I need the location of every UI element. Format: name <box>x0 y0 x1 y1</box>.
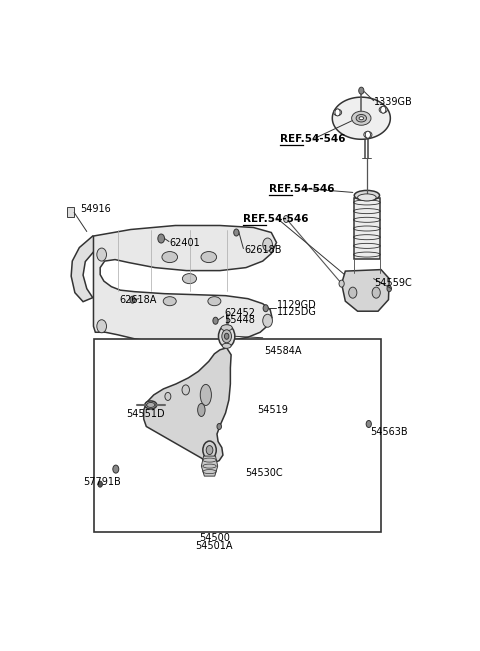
Circle shape <box>158 234 165 243</box>
Ellipse shape <box>147 402 155 408</box>
Text: 54916: 54916 <box>81 204 111 214</box>
Ellipse shape <box>356 115 367 122</box>
Polygon shape <box>94 225 276 344</box>
Ellipse shape <box>343 104 380 132</box>
Text: 1125DG: 1125DG <box>276 307 316 317</box>
Ellipse shape <box>364 132 372 138</box>
Ellipse shape <box>346 107 377 129</box>
Ellipse shape <box>145 401 156 409</box>
Circle shape <box>339 280 344 287</box>
Ellipse shape <box>201 251 216 262</box>
Circle shape <box>97 248 107 261</box>
Ellipse shape <box>221 325 232 331</box>
Bar <box>67 208 74 217</box>
Text: 62401: 62401 <box>170 238 201 247</box>
Ellipse shape <box>208 297 221 306</box>
Ellipse shape <box>359 117 363 120</box>
Text: 55448: 55448 <box>225 314 255 325</box>
Text: REF.54-546: REF.54-546 <box>243 214 309 225</box>
Circle shape <box>359 87 364 94</box>
Polygon shape <box>71 236 99 301</box>
Ellipse shape <box>354 190 380 201</box>
Circle shape <box>387 286 392 292</box>
Text: 54563B: 54563B <box>371 426 408 437</box>
Polygon shape <box>332 97 390 139</box>
Ellipse shape <box>379 107 387 113</box>
Circle shape <box>222 330 231 343</box>
Text: 1339GB: 1339GB <box>374 97 413 107</box>
Polygon shape <box>144 348 231 463</box>
Circle shape <box>98 481 102 487</box>
Text: 54559C: 54559C <box>374 277 412 288</box>
Ellipse shape <box>163 297 176 306</box>
Text: 62618B: 62618B <box>244 245 282 255</box>
Circle shape <box>206 445 213 454</box>
Circle shape <box>130 296 135 303</box>
Circle shape <box>348 287 357 298</box>
Ellipse shape <box>198 404 205 417</box>
Circle shape <box>225 333 229 339</box>
Circle shape <box>203 441 216 459</box>
Text: 54501A: 54501A <box>196 541 233 551</box>
Bar <box>353 199 380 258</box>
Circle shape <box>263 238 273 251</box>
Circle shape <box>97 320 107 333</box>
Circle shape <box>372 287 380 298</box>
Text: 62618A: 62618A <box>120 295 157 305</box>
Circle shape <box>284 215 289 223</box>
Circle shape <box>217 424 221 430</box>
Circle shape <box>113 465 119 473</box>
Text: 54519: 54519 <box>257 405 288 415</box>
Circle shape <box>381 106 386 113</box>
Ellipse shape <box>182 273 196 284</box>
Circle shape <box>218 326 235 347</box>
Ellipse shape <box>358 194 376 201</box>
Ellipse shape <box>222 343 231 348</box>
Text: REF.54-546: REF.54-546 <box>280 134 346 145</box>
Circle shape <box>234 229 239 236</box>
Circle shape <box>182 385 190 395</box>
Polygon shape <box>342 270 389 311</box>
Circle shape <box>365 131 371 138</box>
Ellipse shape <box>352 111 371 125</box>
Ellipse shape <box>162 251 178 262</box>
Text: 54530C: 54530C <box>245 468 283 478</box>
Polygon shape <box>202 456 218 476</box>
Text: 54584A: 54584A <box>264 346 301 356</box>
Circle shape <box>213 317 218 324</box>
Text: REF.54-546: REF.54-546 <box>269 184 335 195</box>
Circle shape <box>335 109 340 116</box>
Text: 54500: 54500 <box>199 533 230 544</box>
Text: 62452: 62452 <box>225 308 255 318</box>
Text: 57791B: 57791B <box>83 477 121 487</box>
Ellipse shape <box>334 109 342 116</box>
Circle shape <box>263 305 268 312</box>
Text: 54551D: 54551D <box>126 409 165 419</box>
Circle shape <box>263 314 273 327</box>
Ellipse shape <box>200 384 211 406</box>
Bar <box>94 339 381 532</box>
Text: 1129GD: 1129GD <box>276 299 316 310</box>
Circle shape <box>165 393 171 400</box>
Circle shape <box>366 421 372 428</box>
